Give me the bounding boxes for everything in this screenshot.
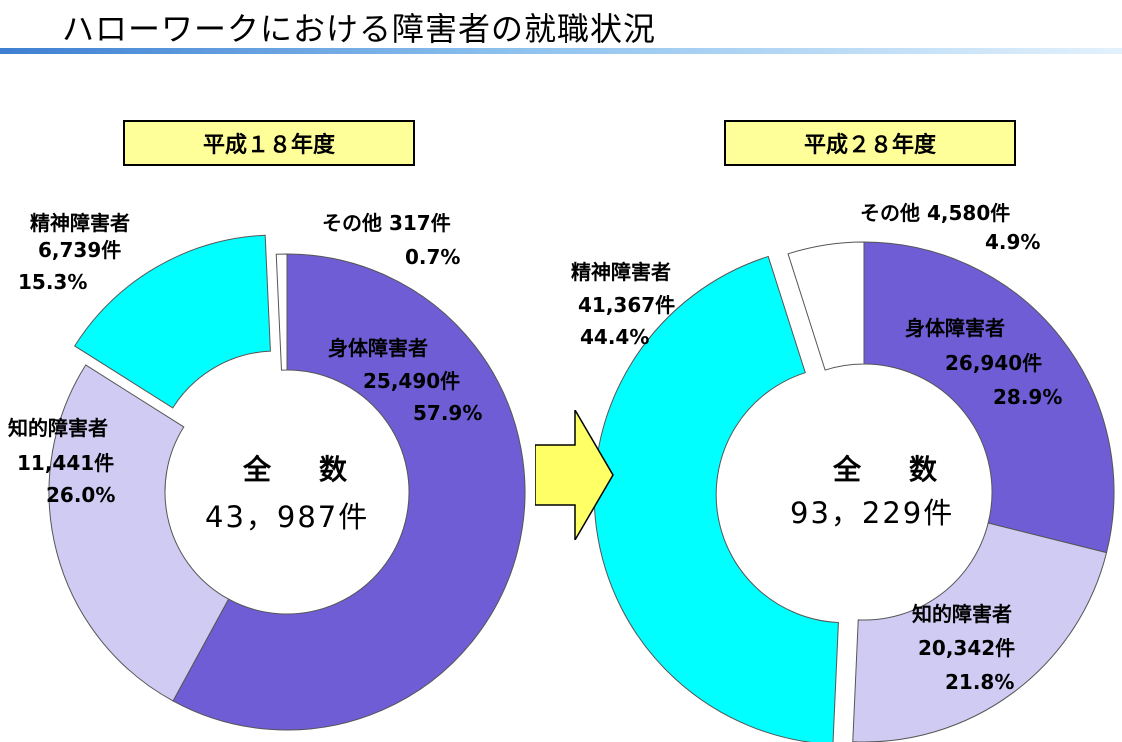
label-mental-category-2016: 精神障害者 (571, 260, 671, 284)
label-body-category-2006: 身体障害者 (328, 336, 428, 360)
year-label-2006: 平成１８年度 (123, 120, 415, 166)
label-body-count-2006: 25,490件 (363, 369, 461, 393)
label-intellectual-category-2016: 知的障害者 (912, 602, 1012, 626)
label-other-2006: その他 317件 (322, 213, 451, 233)
label-mental-percent-2006: 15.3% (18, 270, 88, 294)
total-caption-2006: 全 数 (243, 453, 358, 486)
mental-slice (73, 234, 271, 409)
label-body-percent-2016: 28.9% (993, 385, 1063, 409)
body-slice (863, 241, 1115, 554)
total-value-2016: 93，229件 (790, 496, 955, 530)
other-slice (787, 241, 865, 371)
label-mental-percent-2016: 44.4% (580, 325, 650, 349)
label-intellectual-percent-2016: 21.8% (945, 670, 1015, 694)
label-body-count-2016: 26,940件 (945, 351, 1043, 375)
label-other-category: その他 (322, 211, 382, 235)
year-label-2016: 平成２８年度 (724, 120, 1016, 166)
donut-chart-2006 (48, 234, 526, 731)
total-caption-2016: 全 数 (833, 453, 948, 486)
label-other-count: 4,580件 (926, 201, 1011, 225)
other-slice (275, 253, 288, 371)
label-other-2016: その他 4,580件 (860, 203, 1010, 223)
label-intellectual-count-2016: 20,342件 (918, 636, 1016, 660)
label-body-category-2016: 身体障害者 (905, 316, 1005, 340)
right-arrow-icon (535, 410, 614, 540)
title-underline (0, 48, 1122, 54)
body-slice (172, 253, 526, 731)
donut-chart-2016 (593, 241, 1115, 742)
label-body-percent-2006: 57.9% (413, 401, 483, 425)
label-other-percent-2006: 0.7% (405, 245, 461, 269)
page-title: ハローワークにおける障害者の就職状況 (62, 10, 657, 48)
intellectual-slice (48, 364, 230, 702)
label-other-category: その他 (860, 201, 920, 225)
label-intellectual-category-2006: 知的障害者 (8, 416, 108, 440)
intellectual-slice (852, 522, 1108, 742)
label-other-count: 317件 (388, 211, 451, 235)
label-mental-count-2016: 41,367件 (578, 293, 676, 317)
label-mental-count-2006: 6,739件 (38, 238, 122, 262)
label-mental-category-2006: 精神障害者 (30, 211, 130, 235)
label-intellectual-count-2006: 11,441件 (17, 451, 115, 475)
mental-slice (593, 255, 839, 742)
total-value-2006: 43，987件 (205, 500, 370, 534)
label-intellectual-percent-2006: 26.0% (46, 483, 116, 507)
label-other-percent-2016: 4.9% (985, 230, 1041, 254)
